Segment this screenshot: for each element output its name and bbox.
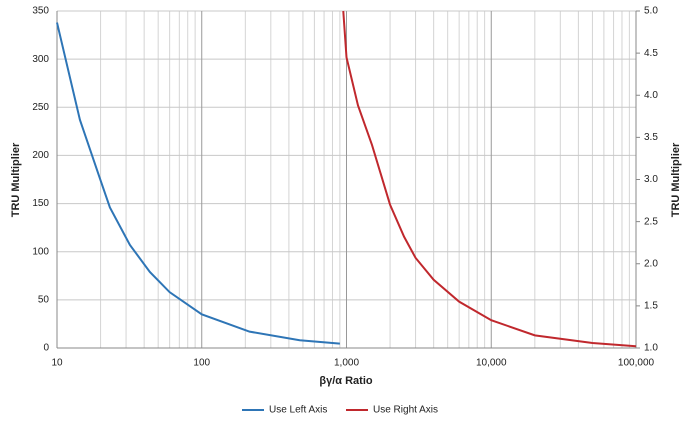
- x-tick-label: 10,000: [476, 358, 507, 369]
- y-tick-label: 350: [32, 6, 49, 17]
- y-axis-title: TRU Multiplier: [10, 142, 22, 217]
- y-tick-label: 0: [43, 343, 49, 354]
- x-tick-label: 1,000: [334, 358, 359, 369]
- y2-tick-label: 2.0: [644, 258, 658, 269]
- y-tick-label: 300: [32, 54, 49, 65]
- y-tick-label: 200: [32, 150, 49, 161]
- y2-tick-label: 1.0: [644, 343, 658, 354]
- y-tick-label: 150: [32, 198, 49, 209]
- y2-tick-label: 2.5: [644, 216, 658, 227]
- legend-label: Use Right Axis: [373, 405, 438, 416]
- x-tick-label: 100,000: [618, 358, 655, 369]
- y-tick-label: 100: [32, 246, 49, 257]
- y2-tick-label: 4.5: [644, 48, 658, 59]
- y2-tick-label: 4.0: [644, 90, 658, 101]
- y2-tick-label: 3.0: [644, 174, 658, 185]
- x-tick-label: 100: [193, 358, 210, 369]
- y2-tick-label: 1.5: [644, 301, 658, 312]
- y2-axis-title: TRU Multiplier: [670, 142, 682, 217]
- x-tick-label: 10: [51, 358, 63, 369]
- y-tick-label: 50: [38, 294, 50, 305]
- line-series: [56, 22, 340, 345]
- x-axis-title: βγ/α Ratio: [319, 375, 372, 387]
- legend-label: Use Left Axis: [269, 405, 327, 416]
- line-series: [342, 10, 637, 348]
- y2-tick-label: 5.0: [644, 6, 658, 17]
- y2-tick-label: 3.5: [644, 132, 658, 143]
- y-tick-label: 250: [32, 102, 49, 113]
